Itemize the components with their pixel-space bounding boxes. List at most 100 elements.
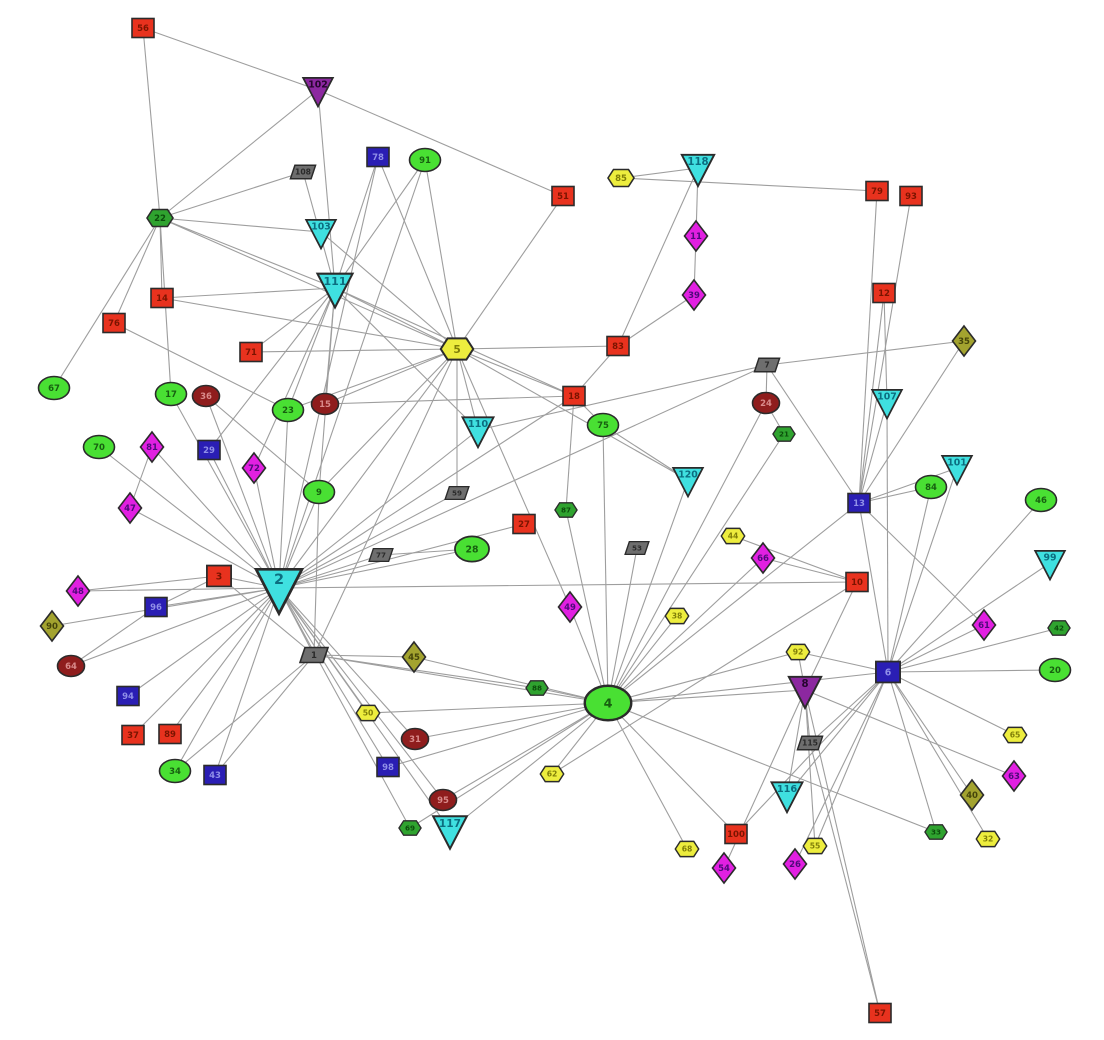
graph-node-38[interactable]: 38 <box>664 607 690 625</box>
graph-node-20[interactable]: 20 <box>1038 657 1072 683</box>
graph-node-72[interactable]: 72 <box>241 451 267 485</box>
olive-diamond-icon[interactable] <box>39 609 65 643</box>
magenta-diamond-icon[interactable] <box>241 451 267 485</box>
graph-node-36[interactable]: 36 <box>191 384 221 408</box>
red-square-icon[interactable] <box>158 723 182 745</box>
green-ellipse-icon[interactable] <box>37 375 71 401</box>
magenta-diamond-icon[interactable] <box>750 541 776 575</box>
gray-parallelogram-icon[interactable] <box>624 540 650 556</box>
purple-triangle-icon[interactable] <box>301 77 335 109</box>
graph-node-76[interactable]: 76 <box>102 312 126 334</box>
gray-parallelogram-icon[interactable] <box>753 357 781 373</box>
green-hexagon-icon[interactable] <box>146 208 174 228</box>
green-ellipse-icon[interactable] <box>1024 487 1058 513</box>
graph-node-117[interactable]: 117 <box>431 815 469 851</box>
maroon-circle-icon[interactable] <box>428 788 458 812</box>
graph-node-4[interactable]: 4 <box>583 684 633 722</box>
gray-parallelogram-icon[interactable] <box>298 646 330 664</box>
maroon-circle-icon[interactable] <box>56 654 86 678</box>
graph-node-47[interactable]: 47 <box>117 491 143 525</box>
green-ellipse-icon[interactable] <box>583 684 633 722</box>
graph-node-77[interactable]: 77 <box>368 547 394 563</box>
graph-node-107[interactable]: 107 <box>870 389 904 421</box>
magenta-diamond-icon[interactable] <box>971 608 997 642</box>
red-square-icon[interactable] <box>131 17 155 39</box>
cyan-triangle-icon[interactable] <box>1033 550 1067 582</box>
blue-square-icon[interactable] <box>116 685 140 707</box>
magenta-diamond-icon[interactable] <box>557 590 583 624</box>
gray-parallelogram-icon[interactable] <box>368 547 394 563</box>
graph-node-110[interactable]: 110 <box>460 416 496 450</box>
graph-node-67[interactable]: 67 <box>37 375 71 401</box>
graph-node-33[interactable]: 33 <box>924 824 948 840</box>
gray-parallelogram-icon[interactable] <box>796 735 824 751</box>
blue-square-icon[interactable] <box>366 146 390 168</box>
graph-node-102[interactable]: 102 <box>301 77 335 109</box>
gray-parallelogram-icon[interactable] <box>289 164 317 180</box>
graph-node-68[interactable]: 68 <box>674 840 700 858</box>
graph-node-23[interactable]: 23 <box>271 397 305 423</box>
graph-node-11[interactable]: 11 <box>683 219 709 253</box>
yellow-hexagon-icon[interactable] <box>720 527 746 545</box>
graph-node-28[interactable]: 28 <box>454 535 490 563</box>
graph-node-53[interactable]: 53 <box>624 540 650 556</box>
red-square-icon[interactable] <box>512 513 536 535</box>
graph-node-27[interactable]: 27 <box>512 513 536 535</box>
graph-node-44[interactable]: 44 <box>720 527 746 545</box>
green-ellipse-icon[interactable] <box>1038 657 1072 683</box>
yellow-hexagon-icon[interactable] <box>785 643 811 661</box>
cyan-triangle-icon[interactable] <box>940 455 974 487</box>
yellow-hexagon-icon[interactable] <box>607 168 635 188</box>
olive-diamond-icon[interactable] <box>959 778 985 812</box>
graph-node-6[interactable]: 6 <box>875 660 901 684</box>
graph-node-32[interactable]: 32 <box>975 830 1001 848</box>
yellow-hexagon-icon[interactable] <box>674 840 700 858</box>
graph-node-108[interactable]: 108 <box>289 164 317 180</box>
graph-node-92[interactable]: 92 <box>785 643 811 661</box>
red-square-icon[interactable] <box>239 341 263 363</box>
magenta-diamond-icon[interactable] <box>711 851 737 885</box>
graph-node-78[interactable]: 78 <box>366 146 390 168</box>
green-hexagon-icon[interactable] <box>924 824 948 840</box>
blue-square-icon[interactable] <box>197 439 221 461</box>
green-ellipse-icon[interactable] <box>154 381 188 407</box>
graph-node-54[interactable]: 54 <box>711 851 737 885</box>
purple-triangle-icon[interactable] <box>787 675 823 711</box>
graph-node-85[interactable]: 85 <box>607 168 635 188</box>
graph-node-65[interactable]: 65 <box>1002 726 1028 744</box>
graph-node-15[interactable]: 15 <box>310 392 340 416</box>
graph-node-17[interactable]: 17 <box>154 381 188 407</box>
blue-square-icon[interactable] <box>875 660 901 684</box>
red-square-icon[interactable] <box>872 282 896 304</box>
graph-node-94[interactable]: 94 <box>116 685 140 707</box>
green-hexagon-icon[interactable] <box>1047 620 1071 636</box>
graph-node-71[interactable]: 71 <box>239 341 263 363</box>
cyan-triangle-icon[interactable] <box>870 389 904 421</box>
green-hexagon-icon[interactable] <box>554 502 578 518</box>
maroon-circle-icon[interactable] <box>191 384 221 408</box>
graph-node-35[interactable]: 35 <box>951 324 977 358</box>
green-ellipse-icon[interactable] <box>271 397 305 423</box>
yellow-hexagon-icon[interactable] <box>802 837 828 855</box>
graph-node-45[interactable]: 45 <box>401 640 427 674</box>
yellow-hexagon-icon[interactable] <box>975 830 1001 848</box>
graph-node-40[interactable]: 40 <box>959 778 985 812</box>
graph-node-31[interactable]: 31 <box>400 727 430 751</box>
magenta-diamond-icon[interactable] <box>782 847 808 881</box>
graph-node-100[interactable]: 100 <box>724 823 748 845</box>
green-ellipse-icon[interactable] <box>302 479 336 505</box>
graph-node-26[interactable]: 26 <box>782 847 808 881</box>
graph-node-59[interactable]: 59 <box>444 485 470 501</box>
maroon-circle-icon[interactable] <box>310 392 340 416</box>
red-square-icon[interactable] <box>206 564 232 588</box>
graph-node-115[interactable]: 115 <box>796 735 824 751</box>
yellow-hexagon-icon[interactable] <box>539 765 565 783</box>
cyan-triangle-icon[interactable] <box>304 219 338 251</box>
graph-node-22[interactable]: 22 <box>146 208 174 228</box>
graph-node-5[interactable]: 5 <box>439 337 475 361</box>
graph-node-21[interactable]: 21 <box>772 426 796 442</box>
graph-node-2[interactable]: 2 <box>253 567 305 617</box>
olive-diamond-icon[interactable] <box>401 640 427 674</box>
graph-node-24[interactable]: 24 <box>751 391 781 415</box>
graph-node-51[interactable]: 51 <box>551 185 575 207</box>
